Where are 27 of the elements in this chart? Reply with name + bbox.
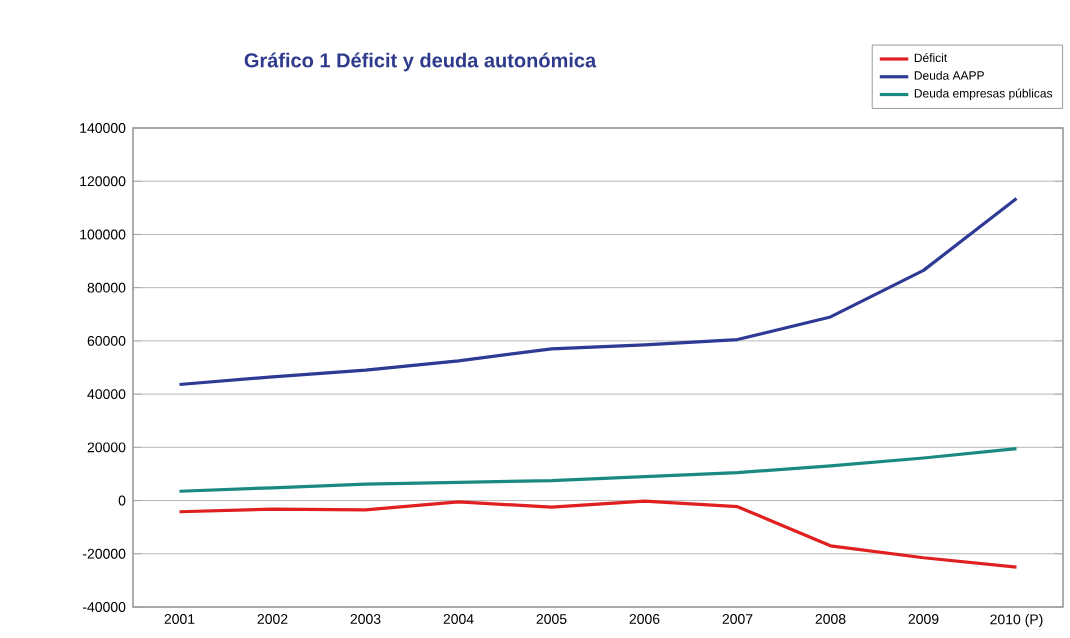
x-tick-label: 2010 (P) <box>990 614 1043 628</box>
y-tick-label: 20000 <box>87 442 126 453</box>
x-tick-label: 2008 <box>815 614 846 624</box>
line-series <box>177 196 1019 387</box>
line-series <box>177 499 1019 569</box>
y-tick-label: 60000 <box>87 335 126 346</box>
x-tick-label: 2003 <box>350 614 381 624</box>
y-tick-label: 140000 <box>80 123 126 133</box>
y-tick-label: 100000 <box>80 229 126 240</box>
y-tick-label: 120000 <box>80 176 126 187</box>
x-tick-label: 2005 <box>536 614 567 624</box>
x-tick-label: 2002 <box>257 614 288 624</box>
x-tick-label: 2004 <box>443 614 474 624</box>
legend-label: Deuda AAPP <box>914 70 984 80</box>
x-tick-label: 2009 <box>908 614 939 624</box>
x-tick-label: 2001 <box>164 614 195 624</box>
y-tick-label: -40000 <box>82 602 126 612</box>
x-tick-label: 2006 <box>629 614 660 624</box>
y-tick-label: -20000 <box>82 548 126 559</box>
y-tick-label: 40000 <box>87 389 126 400</box>
x-tick-label: 2007 <box>722 614 753 624</box>
legend-label: Deuda empresas públicas <box>914 88 1053 100</box>
legend-label: Déficit <box>914 53 948 63</box>
chart-title: Gráfico 1 Déficit y deuda autonómica <box>244 52 597 72</box>
line-series <box>177 447 1019 493</box>
y-tick-label: 0 <box>118 495 126 506</box>
y-tick-label: 80000 <box>87 282 126 293</box>
